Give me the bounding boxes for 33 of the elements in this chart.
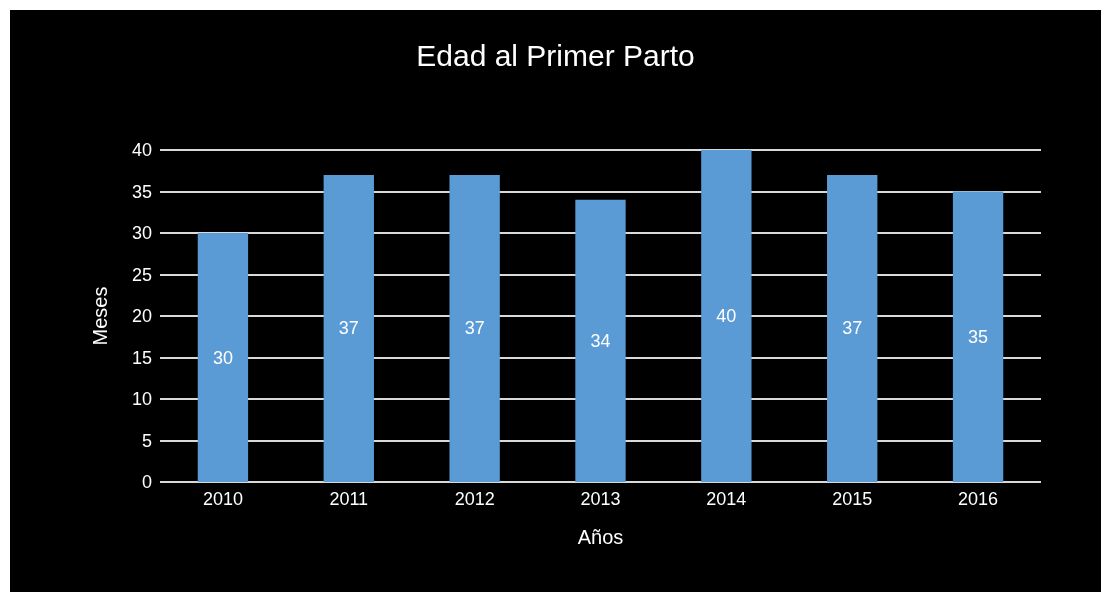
x-tick-label: 2014: [706, 489, 747, 509]
bar: [952, 191, 1004, 482]
y-tick-label: 20: [131, 306, 152, 326]
bar: [449, 174, 500, 482]
bar: [197, 233, 249, 482]
y-axis-title: Meses: [89, 286, 111, 346]
data-label: 40: [716, 306, 737, 326]
y-tick-label: 30: [131, 223, 152, 243]
x-axis-title: Años: [577, 526, 624, 548]
x-tick-label: 2015: [832, 489, 873, 509]
y-tick-label: 15: [131, 347, 152, 368]
data-label: 37: [338, 318, 359, 339]
data-label: 35: [968, 326, 989, 347]
bar: [701, 150, 752, 482]
y-tick-label: 35: [131, 181, 152, 202]
x-tick-label: 2011: [329, 489, 369, 509]
x-tick-label: 2012: [454, 489, 495, 509]
data-label: 30: [212, 347, 233, 368]
x-tick-label: 2010: [202, 489, 243, 509]
y-tick-label: 40: [131, 140, 152, 160]
bar: [323, 174, 374, 482]
x-tick-label: 2013: [580, 489, 621, 509]
data-label: 37: [464, 318, 485, 339]
y-tick-label: 5: [141, 430, 152, 451]
chart-title: Edad al Primer Parto: [416, 38, 695, 72]
y-tick-label: 10: [131, 389, 152, 409]
x-tick-label: 2016: [958, 489, 999, 509]
bar: [827, 174, 878, 482]
y-tick-label: 0: [141, 472, 152, 492]
data-label: 34: [590, 330, 611, 351]
y-tick-label: 25: [131, 264, 152, 285]
bar: [575, 199, 626, 482]
data-label: 37: [842, 318, 863, 339]
